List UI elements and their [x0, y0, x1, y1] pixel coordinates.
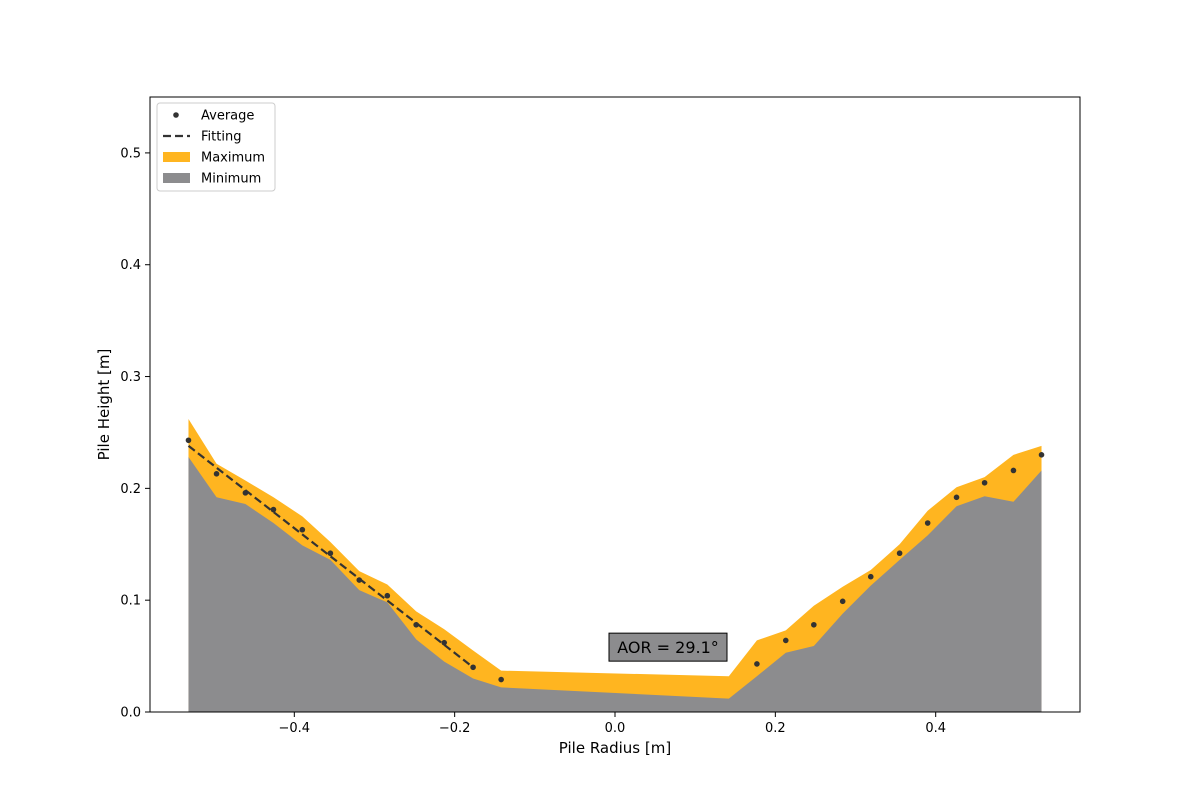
average-point — [498, 676, 504, 683]
legend: Average Fitting Maximum Minimum — [156, 102, 276, 192]
average-point — [981, 479, 988, 486]
average-point — [754, 661, 760, 667]
average-point — [270, 506, 277, 513]
minimum-area — [188, 457, 1042, 712]
y-tick-label: 0.1 — [120, 594, 141, 609]
average-point — [924, 520, 931, 526]
legend-label: Average — [201, 109, 254, 124]
x-axis-title: Pile Radius [m] — [559, 739, 671, 757]
x-tick-label: −0.4 — [279, 721, 311, 736]
average-point — [470, 664, 476, 671]
average-point — [441, 639, 448, 646]
average-point — [896, 550, 903, 557]
legend-patch-maximum — [163, 152, 190, 162]
y-tick-label: 0.4 — [120, 258, 141, 273]
average-point — [299, 526, 306, 533]
y-tick-label: 0.5 — [120, 146, 141, 161]
x-axis: −0.4 −0.2 0.0 0.2 0.4 — [279, 712, 946, 736]
x-tick-label: 0.0 — [605, 721, 626, 736]
fitting-line — [187, 445, 474, 669]
average-point — [782, 637, 789, 644]
average-point — [242, 490, 249, 496]
average-point — [327, 550, 334, 557]
y-tick-label: 0.0 — [120, 706, 141, 721]
x-tick-label: 0.2 — [765, 721, 786, 736]
y-tick-label: 0.2 — [120, 482, 141, 497]
average-point — [213, 471, 220, 477]
average-point — [356, 577, 363, 583]
x-tick-label: −0.2 — [439, 721, 471, 736]
average-point — [413, 621, 419, 628]
legend-label: Minimum — [201, 172, 261, 187]
average-point — [1038, 452, 1045, 458]
x-tick-label: 0.4 — [925, 721, 946, 736]
average-point — [384, 592, 391, 599]
average-point — [839, 598, 846, 605]
y-axis: 0.0 0.1 0.2 0.3 0.4 0.5 — [120, 146, 150, 721]
average-point — [1010, 467, 1017, 474]
y-axis-title: Pile Height [m] — [95, 349, 113, 461]
plot-area — [185, 419, 1045, 712]
legend-patch-minimum — [163, 173, 190, 183]
average-point — [867, 573, 874, 580]
annotation-box — [608, 632, 728, 662]
average-point — [811, 621, 817, 628]
legend-label: Fitting — [201, 130, 241, 145]
average-point — [185, 437, 192, 444]
average-point — [953, 494, 960, 501]
legend-marker-average — [173, 112, 179, 118]
y-tick-label: 0.3 — [120, 370, 141, 385]
legend-frame — [156, 102, 276, 192]
annotation-text: AOR = 29.1° — [617, 638, 719, 657]
legend-label: Maximum — [201, 151, 265, 166]
annotation: AOR = 29.1° — [608, 632, 728, 662]
